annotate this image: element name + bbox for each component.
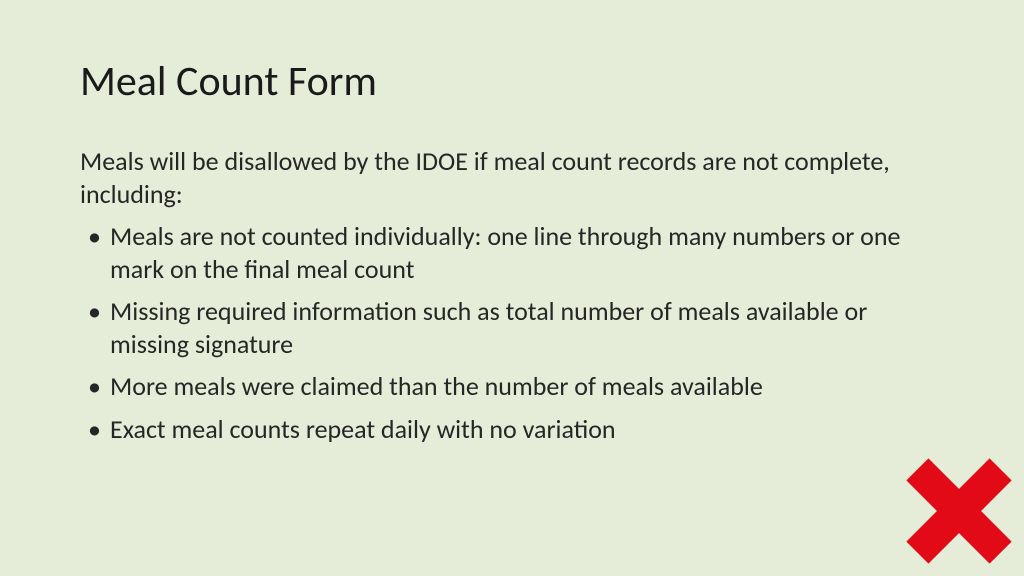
x-mark-icon xyxy=(894,446,1024,576)
bullet-list: Meals are not counted individually: one … xyxy=(80,220,944,445)
list-item: More meals were claimed than the number … xyxy=(88,370,944,403)
list-item: Exact meal counts repeat daily with no v… xyxy=(88,413,944,446)
slide-intro-text: Meals will be disallowed by the IDOE if … xyxy=(80,145,944,210)
list-item: Missing required information such as tot… xyxy=(88,295,944,360)
slide-container: Meal Count Form Meals will be disallowed… xyxy=(0,0,1024,576)
slide-title: Meal Count Form xyxy=(80,56,944,107)
list-item: Meals are not counted individually: one … xyxy=(88,220,944,285)
